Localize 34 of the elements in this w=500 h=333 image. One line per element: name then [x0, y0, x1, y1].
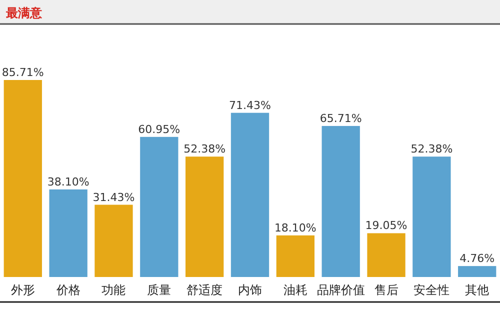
bar: [230, 112, 270, 277]
x-tick-label: 内饰: [238, 283, 262, 297]
data-label: 65.71%: [320, 112, 362, 125]
x-tick-label: 功能: [102, 283, 126, 297]
data-label: 38.10%: [47, 175, 90, 188]
x-tick-label: 价格: [55, 283, 80, 297]
x-tick-label: 安全性: [414, 283, 450, 297]
data-label: 71.43%: [229, 98, 271, 112]
data-label: 4.76%: [460, 252, 495, 266]
x-tick-label: 外形: [10, 283, 35, 297]
bar: [49, 189, 88, 277]
data-label: 18.10%: [274, 221, 316, 234]
bar: [458, 266, 496, 277]
data-label: 52.38%: [410, 142, 453, 156]
x-tick-label: 质量: [147, 283, 172, 297]
bar: [367, 233, 406, 277]
data-label: 19.05%: [365, 219, 408, 232]
data-label: 60.95%: [138, 122, 180, 136]
x-tick-label: 舒适度: [186, 283, 223, 297]
data-label: 52.38%: [184, 142, 226, 156]
bar: [186, 156, 224, 277]
data-label: 31.43%: [92, 190, 135, 204]
x-tick-label: 其他: [465, 283, 490, 297]
data-label: 85.71%: [2, 66, 44, 79]
bar: [322, 126, 360, 277]
bar: [276, 235, 314, 277]
x-tick-label: 品牌价值: [316, 283, 365, 297]
x-tick-label: 油耗: [283, 283, 308, 297]
bar: [140, 136, 178, 277]
bar: [4, 80, 42, 277]
chart-title: 最满意: [5, 6, 43, 20]
bar: [412, 156, 451, 277]
x-tick-label: 售后: [374, 283, 398, 297]
bar: [94, 204, 133, 277]
